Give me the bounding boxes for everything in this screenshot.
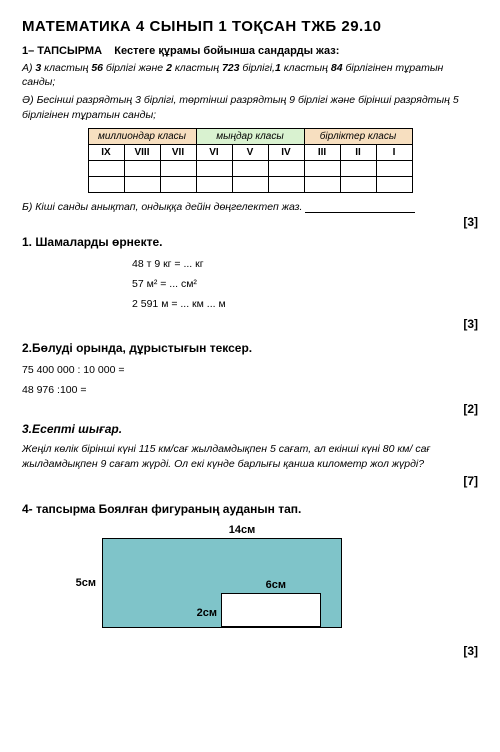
worksheet-page: МАТЕМАТИКА 4 СЫНЫП 1 ТОҚСАН ТЖБ 29.10 1–… [0,0,500,684]
digit-I: I [376,144,412,160]
expr-line: 2 591 м = ... км ... м [132,295,478,315]
expr-line: 48 976 :100 = [22,381,478,400]
inner-width-label: 6см [266,579,286,591]
answer-blank[interactable] [305,212,415,213]
task1-b: Б) Кіші санды анықтап, ондыққа дейін дөң… [22,201,478,213]
digit-IX: IX [88,144,124,160]
task1-a: А) 3 кластың 56 бірлігі және 2 кластың 7… [22,61,478,89]
task1-score: [3] [22,215,478,229]
figure: 14см 5см 6см 2см [62,524,362,628]
digit-VII: VII [160,144,196,160]
inner-rectangle [221,593,321,627]
expr-line: 75 400 000 : 10 000 = [22,361,478,380]
table-row [88,176,412,192]
task1-ae: Ә) Бесінші разрядтың 3 бірлігі, төртінші… [22,93,478,121]
table-digit-row: IX VIII VII VI V IV III II I [88,144,412,160]
expr-line: 48 т 9 кг = ... кг [132,255,478,275]
task4-title: 4- тапсырма Боялған фигураның ауданын та… [22,502,478,516]
expr-line: 57 м² = ... см² [132,275,478,295]
task3-score: [7] [22,474,478,488]
group-millions: миллиондар класы [88,128,196,144]
digit-VI: VI [196,144,232,160]
task2-score: [2] [22,402,478,416]
inner-height-label: 2см [197,607,217,619]
task1b-title: 1. Шамаларды өрнекте. [22,235,478,249]
task1-label: 1– ТАПСЫРМА [22,45,102,57]
table-row [88,160,412,176]
digit-V: V [232,144,268,160]
group-thousands: мыңдар класы [196,128,304,144]
digit-IV: IV [268,144,304,160]
outer-width-label: 14см [122,524,362,536]
digit-II: II [340,144,376,160]
page-title: МАТЕМАТИКА 4 СЫНЫП 1 ТОҚСАН ТЖБ 29.10 [22,18,478,35]
place-value-table: миллиондар класы мыңдар класы бірліктер … [88,128,413,193]
task1-instruction: Кестеге құрамы бойынша сандарды жаз: [114,45,339,57]
digit-VIII: VIII [124,144,160,160]
task1-heading: 1– ТАПСЫРМА Кестеге құрамы бойынша санда… [22,45,478,57]
task3-text: Жеңіл көлік бірінші күні 115 км/сағ жылд… [22,442,478,471]
outer-rectangle: 6см 2см [102,538,342,628]
outer-height-label: 5см [62,577,102,589]
task1b-score: [3] [22,317,478,331]
group-units: бірліктер класы [304,128,412,144]
task2-title: 2.Бөлуді орында, дұрыстығын тексер. [22,341,478,355]
digit-III: III [304,144,340,160]
task4-score: [3] [22,644,478,658]
table-group-row: миллиондар класы мыңдар класы бірліктер … [88,128,412,144]
task3-title: 3.Есепті шығар. [22,422,478,436]
